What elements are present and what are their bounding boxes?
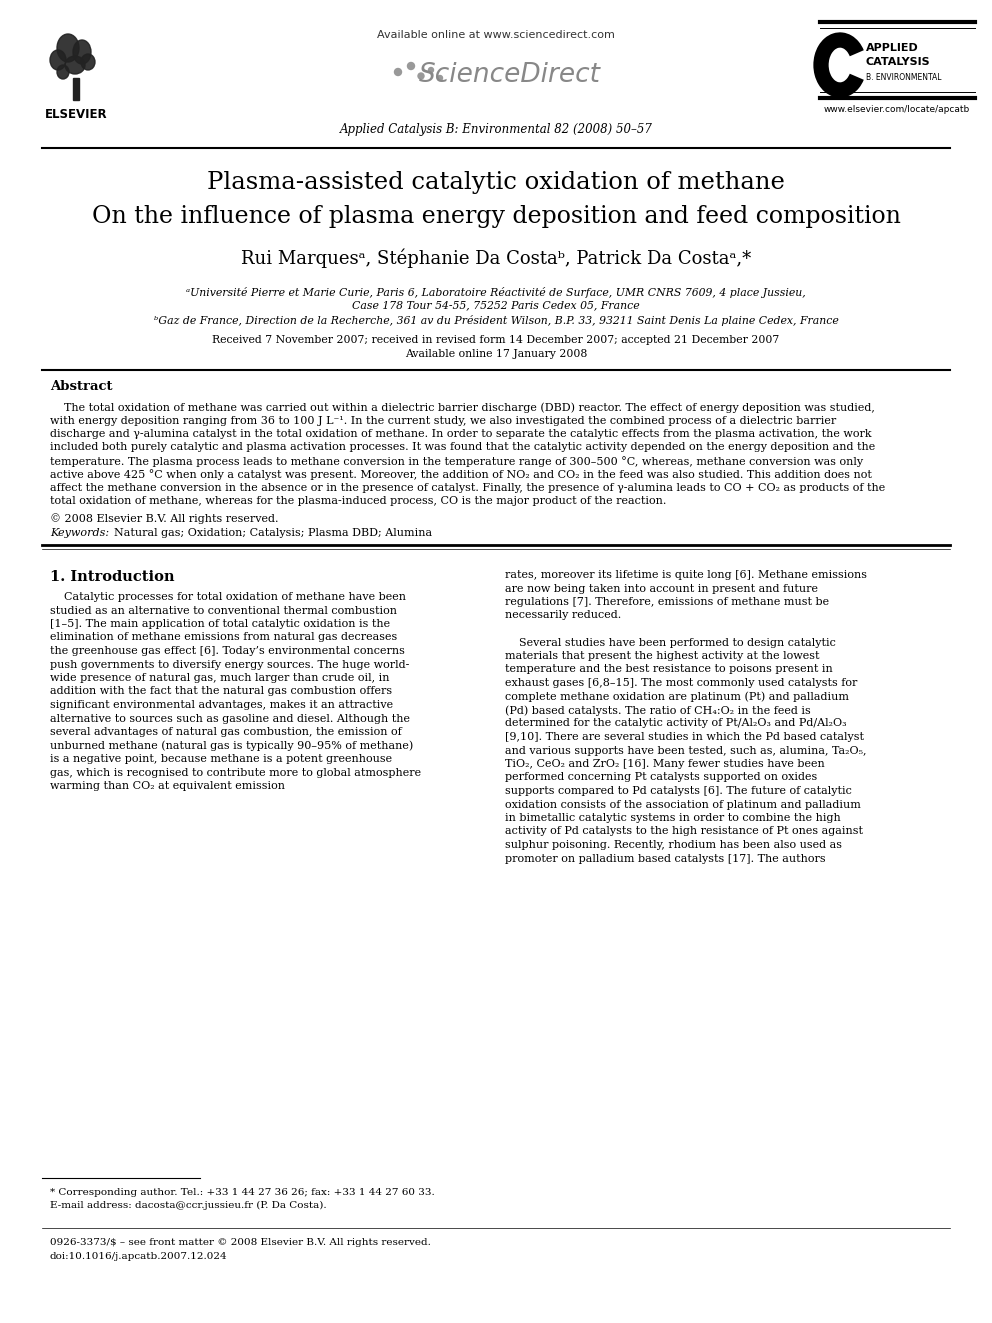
- Ellipse shape: [57, 65, 69, 79]
- Text: total oxidation of methane, whereas for the plasma-induced process, CO is the ma: total oxidation of methane, whereas for …: [50, 496, 667, 507]
- Text: sulphur poisoning. Recently, rhodium has been also used as: sulphur poisoning. Recently, rhodium has…: [505, 840, 842, 849]
- Ellipse shape: [395, 69, 402, 75]
- Text: regulations [7]. Therefore, emissions of methane must be: regulations [7]. Therefore, emissions of…: [505, 597, 829, 607]
- Text: significant environmental advantages, makes it an attractive: significant environmental advantages, ma…: [50, 700, 393, 710]
- Text: (Pd) based catalysts. The ratio of CH₄:O₂ in the feed is: (Pd) based catalysts. The ratio of CH₄:O…: [505, 705, 810, 716]
- Text: oxidation consists of the association of platinum and palladium: oxidation consists of the association of…: [505, 799, 861, 810]
- Bar: [73, 78, 79, 101]
- Text: Received 7 November 2007; received in revised form 14 December 2007; accepted 21: Received 7 November 2007; received in re…: [212, 335, 780, 345]
- Text: complete methane oxidation are platinum (Pt) and palladium: complete methane oxidation are platinum …: [505, 692, 849, 703]
- Text: supports compared to Pd catalysts [6]. The future of catalytic: supports compared to Pd catalysts [6]. T…: [505, 786, 852, 796]
- Text: and various supports have been tested, such as, alumina, Ta₂O₅,: and various supports have been tested, s…: [505, 745, 866, 755]
- Text: doi:10.1016/j.apcatb.2007.12.024: doi:10.1016/j.apcatb.2007.12.024: [50, 1252, 227, 1261]
- Text: included both purely catalytic and plasma activation processes. It was found tha: included both purely catalytic and plasm…: [50, 442, 875, 452]
- Text: alternative to sources such as gasoline and diesel. Although the: alternative to sources such as gasoline …: [50, 713, 410, 724]
- Text: unburned methane (natural gas is typically 90–95% of methane): unburned methane (natural gas is typical…: [50, 741, 414, 751]
- Text: rates, moreover its lifetime is quite long [6]. Methane emissions: rates, moreover its lifetime is quite lo…: [505, 570, 867, 579]
- Text: active above 425 °C when only a catalyst was present. Moreover, the addition of : active above 425 °C when only a catalyst…: [50, 470, 872, 480]
- Ellipse shape: [50, 50, 66, 70]
- Text: Abstract: Abstract: [50, 380, 112, 393]
- Text: are now being taken into account in present and future: are now being taken into account in pres…: [505, 583, 818, 594]
- Text: ScienceDirect: ScienceDirect: [419, 62, 601, 89]
- Text: The total oxidation of methane was carried out within a dielectric barrier disch: The total oxidation of methane was carri…: [50, 402, 875, 413]
- Text: Catalytic processes for total oxidation of methane have been: Catalytic processes for total oxidation …: [50, 591, 406, 602]
- Ellipse shape: [65, 56, 85, 74]
- Text: 0926-3373/$ – see front matter © 2008 Elsevier B.V. All rights reserved.: 0926-3373/$ – see front matter © 2008 El…: [50, 1238, 431, 1248]
- Text: Several studies have been performed to design catalytic: Several studies have been performed to d…: [505, 638, 836, 647]
- Text: [9,10]. There are several studies in which the Pd based catalyst: [9,10]. There are several studies in whi…: [505, 732, 864, 742]
- Text: several advantages of natural gas combustion, the emission of: several advantages of natural gas combus…: [50, 728, 402, 737]
- Text: wide presence of natural gas, much larger than crude oil, in: wide presence of natural gas, much large…: [50, 673, 390, 683]
- Text: ELSEVIER: ELSEVIER: [45, 108, 107, 120]
- Ellipse shape: [408, 62, 415, 70]
- Text: is a negative point, because methane is a potent greenhouse: is a negative point, because methane is …: [50, 754, 392, 763]
- Text: temperature and the best resistance to poisons present in: temperature and the best resistance to p…: [505, 664, 832, 675]
- Text: Natural gas; Oxidation; Catalysis; Plasma DBD; Alumina: Natural gas; Oxidation; Catalysis; Plasm…: [114, 528, 433, 538]
- Ellipse shape: [57, 34, 79, 62]
- Ellipse shape: [73, 40, 91, 64]
- Text: E-mail address: dacosta@ccr.jussieu.fr (P. Da Costa).: E-mail address: dacosta@ccr.jussieu.fr (…: [50, 1201, 326, 1211]
- Text: TiO₂, CeO₂ and ZrO₂ [16]. Many fewer studies have been: TiO₂, CeO₂ and ZrO₂ [16]. Many fewer stu…: [505, 759, 824, 769]
- Text: 1. Introduction: 1. Introduction: [50, 570, 175, 583]
- Text: B. ENVIRONMENTAL: B. ENVIRONMENTAL: [866, 74, 941, 82]
- Text: © 2008 Elsevier B.V. All rights reserved.: © 2008 Elsevier B.V. All rights reserved…: [50, 513, 279, 524]
- Ellipse shape: [418, 73, 424, 79]
- Text: Applied Catalysis B: Environmental 82 (2008) 50–57: Applied Catalysis B: Environmental 82 (2…: [339, 123, 653, 136]
- Text: CATALYSIS: CATALYSIS: [866, 57, 930, 67]
- Text: * Corresponding author. Tel.: +33 1 44 27 36 26; fax: +33 1 44 27 60 33.: * Corresponding author. Tel.: +33 1 44 2…: [50, 1188, 434, 1197]
- Text: On the influence of plasma energy deposition and feed composition: On the influence of plasma energy deposi…: [91, 205, 901, 229]
- Text: necessarily reduced.: necessarily reduced.: [505, 610, 621, 620]
- Text: gas, which is recognised to contribute more to global atmosphere: gas, which is recognised to contribute m…: [50, 767, 422, 778]
- Text: Available online 17 January 2008: Available online 17 January 2008: [405, 349, 587, 359]
- Text: temperature. The plasma process leads to methane conversion in the temperature r: temperature. The plasma process leads to…: [50, 456, 863, 467]
- Text: Available online at www.sciencedirect.com: Available online at www.sciencedirect.co…: [377, 30, 615, 40]
- Text: ᵇGaz de France, Direction de la Recherche, 361 av du Président Wilson, B.P. 33, : ᵇGaz de France, Direction de la Recherch…: [154, 315, 838, 325]
- Text: determined for the catalytic activity of Pt/Al₂O₃ and Pd/Al₂O₃: determined for the catalytic activity of…: [505, 718, 846, 729]
- Text: APPLIED: APPLIED: [866, 44, 919, 53]
- Text: promoter on palladium based catalysts [17]. The authors: promoter on palladium based catalysts [1…: [505, 853, 825, 864]
- Text: ᵃUniversité Pierre et Marie Curie, Paris 6, Laboratoire Réactivité de Surface, U: ᵃUniversité Pierre et Marie Curie, Paris…: [186, 287, 806, 298]
- Text: www.elsevier.com/locate/apcatb: www.elsevier.com/locate/apcatb: [824, 106, 970, 115]
- Text: Rui Marquesᵃ, Stéphanie Da Costaᵇ, Patrick Da Costaᵃ,*: Rui Marquesᵃ, Stéphanie Da Costaᵇ, Patri…: [241, 249, 751, 267]
- Text: performed concerning Pt catalysts supported on oxides: performed concerning Pt catalysts suppor…: [505, 773, 817, 782]
- Text: affect the methane conversion in the absence or in the presence of catalyst. Fin: affect the methane conversion in the abs…: [50, 483, 885, 493]
- Text: with energy deposition ranging from 36 to 100 J L⁻¹. In the current study, we al: with energy deposition ranging from 36 t…: [50, 415, 836, 426]
- Text: the greenhouse gas effect [6]. Today’s environmental concerns: the greenhouse gas effect [6]. Today’s e…: [50, 646, 405, 656]
- Text: warming than CO₂ at equivalent emission: warming than CO₂ at equivalent emission: [50, 781, 285, 791]
- Text: [1–5]. The main application of total catalytic oxidation is the: [1–5]. The main application of total cat…: [50, 619, 390, 628]
- Text: exhaust gases [6,8–15]. The most commonly used catalysts for: exhaust gases [6,8–15]. The most commonl…: [505, 677, 857, 688]
- Text: Plasma-assisted catalytic oxidation of methane: Plasma-assisted catalytic oxidation of m…: [207, 172, 785, 194]
- Text: discharge and γ-alumina catalyst in the total oxidation of methane. In order to : discharge and γ-alumina catalyst in the …: [50, 429, 872, 439]
- Text: Keywords:: Keywords:: [50, 528, 109, 538]
- Text: studied as an alternative to conventional thermal combustion: studied as an alternative to conventiona…: [50, 606, 397, 615]
- Text: elimination of methane emissions from natural gas decreases: elimination of methane emissions from na…: [50, 632, 397, 643]
- Ellipse shape: [81, 54, 95, 70]
- Text: materials that present the highest activity at the lowest: materials that present the highest activ…: [505, 651, 819, 662]
- Text: push governments to diversify energy sources. The huge world-: push governments to diversify energy sou…: [50, 659, 410, 669]
- Text: activity of Pd catalysts to the high resistance of Pt ones against: activity of Pd catalysts to the high res…: [505, 827, 863, 836]
- Text: in bimetallic catalytic systems in order to combine the high: in bimetallic catalytic systems in order…: [505, 814, 841, 823]
- Ellipse shape: [437, 75, 442, 81]
- Text: Case 178 Tour 54-55, 75252 Paris Cedex 05, France: Case 178 Tour 54-55, 75252 Paris Cedex 0…: [352, 300, 640, 310]
- Ellipse shape: [429, 67, 434, 73]
- Text: addition with the fact that the natural gas combustion offers: addition with the fact that the natural …: [50, 687, 392, 696]
